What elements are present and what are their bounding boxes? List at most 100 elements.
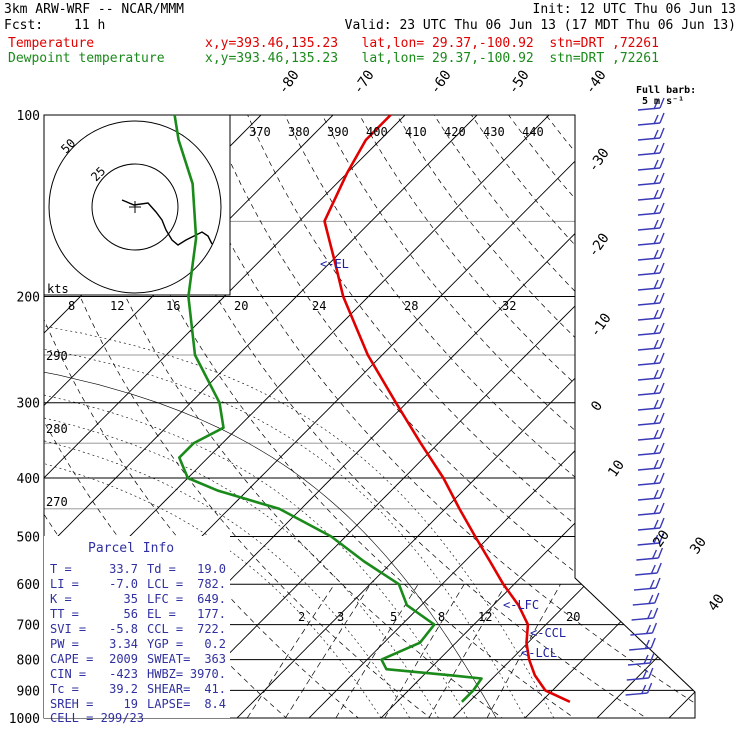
parcel-row-label: T = <box>50 562 72 576</box>
isotherm-label: -80 <box>275 67 303 97</box>
wind-barb <box>653 204 659 215</box>
hodograph-ring <box>91 163 179 251</box>
isobar-label: 1000 <box>9 712 40 727</box>
parcel-row-value: 3.34 <box>109 637 138 651</box>
wind-barb <box>659 97 665 109</box>
wind-barb <box>659 367 665 379</box>
isobar-label: 300 <box>17 397 40 412</box>
kts-scale-label: kts <box>47 282 69 296</box>
wind-barb <box>659 262 665 274</box>
level-label-ccl: <-CCL <box>530 626 566 640</box>
model-title: 3km ARW-WRF -- NCAR/MMM <box>4 2 185 17</box>
wind-barb <box>659 157 665 169</box>
wind-barb <box>653 489 659 500</box>
mixing-ratio-line <box>486 584 561 718</box>
wind-barb <box>659 307 665 319</box>
theta-side-label: 280 <box>46 422 68 436</box>
wind-barb <box>657 547 664 559</box>
parcel-row-label-2: Td = <box>147 562 176 576</box>
theta-label: 400 <box>366 125 388 139</box>
parcel-row-label-2: HWBZ= <box>147 667 183 681</box>
level-label-el: <-EL <box>320 257 349 271</box>
parcel-row-label: PW = <box>50 637 79 651</box>
wind-barb <box>659 427 665 439</box>
parcel-row-value: 19 <box>124 697 138 711</box>
wind-barb <box>653 429 659 440</box>
wind-barb <box>659 337 665 349</box>
isobar-label: 100 <box>17 109 40 124</box>
wind-barb <box>653 264 659 275</box>
wind-barb <box>630 632 653 636</box>
parcel-row-label-2: LAPSE= <box>147 697 190 711</box>
wind-barb <box>649 652 655 664</box>
wind-barb <box>659 217 665 229</box>
parcel-row-value-2: 782. <box>197 577 226 591</box>
mixing-ratio-lines <box>246 584 561 718</box>
isotherm-label: 0 <box>588 398 606 414</box>
wind-barb <box>653 414 659 425</box>
parcel-row-label: SREH = <box>50 697 93 711</box>
parcel-row-label-2: CCL = <box>147 622 183 636</box>
parcel-row-value: -5.8 <box>109 622 138 636</box>
mixing-ratio-label: 3 <box>337 610 344 624</box>
wind-barb <box>659 442 665 454</box>
parcel-row-value: 2009 <box>109 652 138 666</box>
isobar-label: 200 <box>17 291 40 306</box>
wind-barb <box>653 129 659 140</box>
mixing-ratio-line <box>428 584 507 718</box>
isotherm-label: -60 <box>427 67 455 97</box>
wind-barb <box>659 142 665 154</box>
wind-barbs <box>625 97 665 696</box>
parcel-row-value-2: 722. <box>197 622 226 636</box>
parcel-row-label: CIN = <box>50 667 86 681</box>
parcel-row-value-2: 363 <box>204 652 226 666</box>
wind-barb <box>659 352 665 364</box>
dewpoint-location: x,y=393.46,135.23 lat,lon= 29.37,-100.92… <box>205 51 659 66</box>
mixing-ratio-label: 5 <box>390 610 397 624</box>
parcel-row-label: Tc = <box>50 682 79 696</box>
wind-barb <box>653 444 659 455</box>
wind-barb <box>659 382 665 394</box>
forecast-label: Fcst: <box>4 18 44 33</box>
wind-barb <box>653 369 659 380</box>
parcel-row-value-2: 649. <box>197 592 226 606</box>
wind-barb <box>642 669 648 680</box>
wind-barb <box>625 692 648 696</box>
level-label-lfc: <-LFC <box>503 598 539 612</box>
moist-adiabat-line <box>44 343 439 718</box>
sounding-lines <box>173 114 571 703</box>
wind-barb <box>659 112 665 124</box>
wind-barb <box>653 294 659 305</box>
wind-barb <box>659 322 665 334</box>
wind-barb <box>637 437 661 441</box>
dewpoint-line <box>173 114 483 703</box>
parcel-row-label: CAPE = <box>50 652 93 666</box>
parcel-row-value: 35 <box>124 592 138 606</box>
mixing-ratio-line <box>285 584 371 718</box>
parcel-row-value-2: 41. <box>204 682 226 696</box>
kts-label: 24 <box>312 299 326 313</box>
wind-barb <box>632 602 655 606</box>
wind-barb <box>627 662 651 666</box>
forecast-hours: 11 h <box>74 18 106 33</box>
dry-adiabat-line <box>670 115 695 718</box>
parcel-row-label-2: LCL = <box>147 577 183 591</box>
isotherm-line <box>728 87 740 730</box>
wind-barb <box>648 594 654 605</box>
mixing-ratio-line <box>246 584 335 718</box>
wind-barb <box>653 504 659 515</box>
isotherm-label: 40 <box>705 591 728 614</box>
wind-barb <box>659 292 665 304</box>
isotherm-label: -30 <box>585 145 613 175</box>
wind-barb <box>659 127 665 139</box>
wind-barb <box>637 212 661 216</box>
wind-barb <box>626 677 649 681</box>
hodograph-trace <box>121 199 213 246</box>
wind-barb <box>637 197 661 201</box>
hodograph-ring <box>48 120 222 294</box>
isotherm-line <box>295 115 695 718</box>
parcel-row-value: 56 <box>124 607 138 621</box>
